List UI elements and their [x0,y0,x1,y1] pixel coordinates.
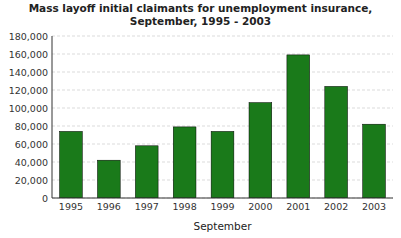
y-tick-label: 60,000 [15,139,48,150]
bar [325,86,348,198]
x-tick-labels: 1995 1996 1997 1998 1999 2000 2001 2002 2003 [59,201,386,212]
y-tick-label: 40,000 [15,157,48,168]
bar [287,55,310,198]
chart-title: Mass layoff initial claimants for unempl… [29,2,373,27]
y-tick-label: 0 [42,193,48,204]
x-tick-label: 2003 [362,201,386,212]
y-axis-line [52,36,53,198]
x-tick-label: 2002 [324,201,348,212]
x-tick-label: 2000 [248,201,272,212]
chart-svg: Mass layoff initial claimants for unempl… [0,0,401,238]
y-tick-label: 100,000 [9,103,48,114]
y-tick-labels: 0 20,000 40,000 60,000 80,000 100,000 120,000 1… [9,31,48,204]
title-line: Mass layoff initial claimants for unempl… [29,2,373,14]
bar [173,127,196,198]
y-tick-label: 80,000 [15,121,48,132]
bar [211,131,234,198]
grid-line [52,54,393,55]
y-tick-label: 120,000 [9,85,48,96]
y-tick-label: 20,000 [15,175,48,186]
title-line: September, 1995 - 2003 [130,15,271,27]
x-tick-label: 1995 [59,201,83,212]
bar [249,103,272,198]
bar [97,160,120,198]
bars [60,55,386,198]
grid-line [52,198,393,199]
bar [135,146,158,198]
y-tick-label: 180,000 [9,31,48,42]
y-tick-label: 140,000 [9,67,48,78]
bar [363,124,386,198]
x-axis-label: September [193,220,252,232]
x-tick-label: 1997 [135,201,159,212]
grid-line [52,36,393,37]
x-axis-line [52,198,393,199]
x-tick-label: 1999 [210,201,234,212]
y-grid [52,36,393,198]
bar [60,131,83,198]
y-tick-label: 160,000 [9,49,48,60]
grid-line [52,72,393,73]
x-tick-label: 2001 [286,201,310,212]
x-tick-label: 1998 [173,201,197,212]
chart-container: Mass layoff initial claimants for unempl… [0,0,401,238]
x-tick-label: 1996 [97,201,121,212]
